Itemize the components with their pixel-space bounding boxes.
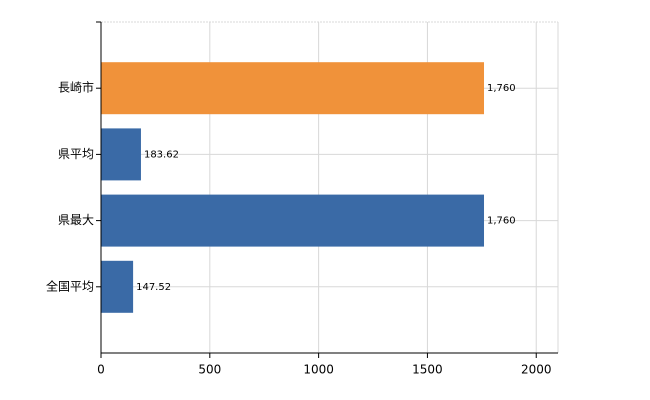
y-tick-label: 全国平均: [46, 278, 94, 293]
value-label: 147.52: [136, 282, 171, 293]
value-label: 183.62: [144, 149, 179, 160]
y-tick-label: 県平均: [58, 147, 94, 161]
value-label: 1,760: [487, 216, 516, 227]
bar: [101, 194, 485, 247]
x-tick-label: 1500: [412, 363, 443, 377]
bar: [101, 128, 141, 181]
x-tick-label: 2000: [521, 363, 552, 377]
bar: [101, 260, 134, 313]
x-tick-label: 500: [198, 363, 221, 377]
y-tick-label: 長崎市: [58, 80, 94, 95]
x-tick-label: 0: [97, 363, 105, 377]
value-label: 1,760: [487, 83, 516, 94]
x-tick-label: 1000: [303, 363, 334, 377]
bar: [101, 62, 485, 115]
y-tick-label: 県最大: [58, 213, 94, 227]
